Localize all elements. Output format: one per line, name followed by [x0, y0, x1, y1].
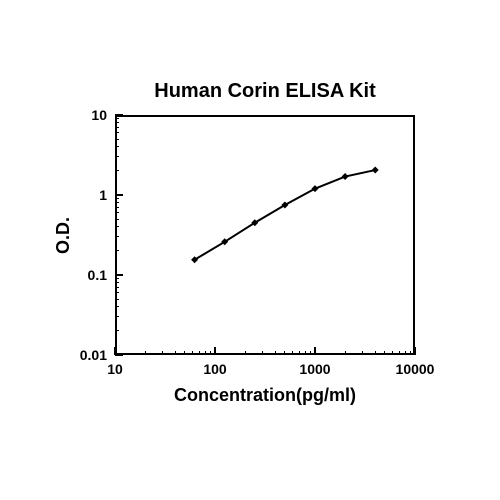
y-tick-label: 10 — [91, 107, 107, 123]
x-tick-minor — [399, 351, 400, 355]
chart-svg-overlay — [0, 0, 500, 500]
y-tick-minor — [115, 226, 119, 227]
y-tick-minor — [115, 156, 119, 157]
x-tick-minor — [284, 351, 285, 355]
x-tick-label: 10000 — [396, 361, 435, 377]
x-tick-minor — [384, 351, 385, 355]
y-tick-minor — [115, 316, 119, 317]
data-line — [195, 170, 376, 260]
x-tick-minor — [175, 351, 176, 355]
y-tick-minor — [115, 282, 119, 283]
y-tick-minor — [115, 198, 119, 199]
x-tick-minor — [199, 351, 200, 355]
y-tick-minor — [115, 207, 119, 208]
x-tick-minor — [162, 351, 163, 355]
x-tick-major — [414, 347, 416, 355]
x-tick-label: 10 — [107, 361, 123, 377]
x-tick-minor — [184, 351, 185, 355]
y-tick-major — [115, 274, 123, 276]
x-tick-minor — [145, 351, 146, 355]
y-tick-minor — [115, 299, 119, 300]
y-tick-minor — [115, 292, 119, 293]
x-tick-minor — [405, 351, 406, 355]
y-tick-major — [115, 194, 123, 196]
y-tick-minor — [115, 118, 119, 119]
y-tick-minor — [115, 202, 119, 203]
x-tick-minor — [210, 351, 211, 355]
y-tick-minor — [115, 250, 119, 251]
x-tick-major — [214, 347, 216, 355]
y-tick-minor — [115, 146, 119, 147]
y-tick-minor — [115, 330, 119, 331]
data-marker — [342, 173, 349, 180]
x-tick-minor — [275, 351, 276, 355]
y-tick-minor — [115, 219, 119, 220]
x-tick-minor — [205, 351, 206, 355]
y-tick-minor — [115, 287, 119, 288]
y-tick-minor — [115, 278, 119, 279]
y-tick-minor — [115, 122, 119, 123]
y-tick-minor — [115, 236, 119, 237]
y-tick-major — [115, 114, 123, 116]
elisa-standard-curve-chart: Human Corin ELISA Kit O.D. Concentration… — [0, 0, 500, 500]
x-tick-major — [314, 347, 316, 355]
x-tick-minor — [292, 351, 293, 355]
x-tick-minor — [192, 351, 193, 355]
x-tick-label: 1000 — [299, 361, 330, 377]
y-tick-minor — [115, 139, 119, 140]
x-tick-minor — [410, 351, 411, 355]
y-tick-minor — [115, 306, 119, 307]
x-tick-minor — [310, 351, 311, 355]
y-tick-label: 0.01 — [80, 347, 107, 363]
x-tick-minor — [299, 351, 300, 355]
y-tick-label: 0.1 — [88, 267, 107, 283]
x-tick-minor — [305, 351, 306, 355]
x-tick-minor — [345, 351, 346, 355]
x-tick-minor — [262, 351, 263, 355]
y-tick-minor — [115, 212, 119, 213]
x-tick-label: 100 — [203, 361, 226, 377]
data-marker — [372, 167, 379, 174]
y-tick-minor — [115, 132, 119, 133]
x-tick-minor — [245, 351, 246, 355]
y-tick-minor — [115, 170, 119, 171]
x-tick-minor — [375, 351, 376, 355]
y-tick-minor — [115, 127, 119, 128]
x-tick-minor — [392, 351, 393, 355]
y-tick-label: 1 — [99, 187, 107, 203]
x-tick-minor — [362, 351, 363, 355]
y-tick-major — [115, 354, 123, 356]
